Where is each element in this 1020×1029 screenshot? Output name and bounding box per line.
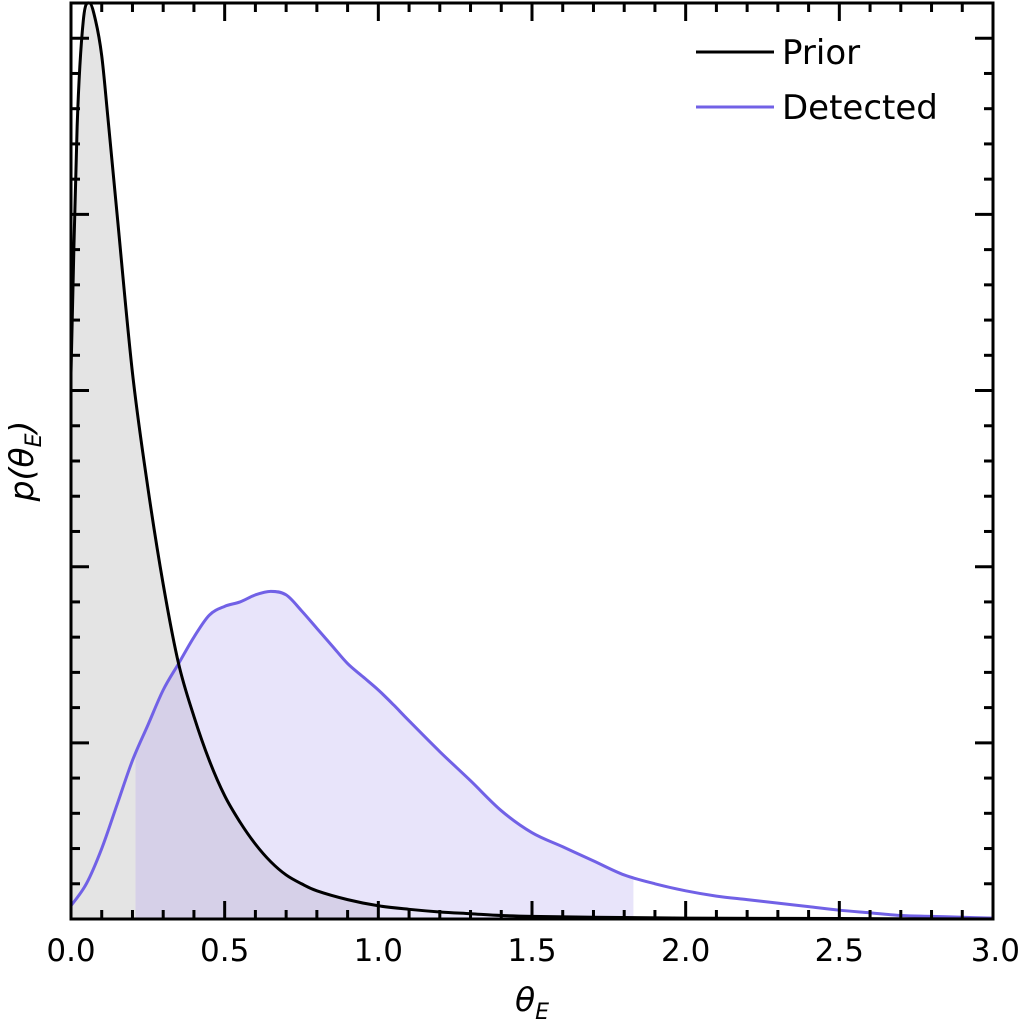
x-axis-label: θE xyxy=(515,980,549,1025)
chart-fills xyxy=(71,3,634,919)
x-tick-label: 0.5 xyxy=(200,933,249,969)
prior-credible-fill xyxy=(71,3,379,919)
y-axis-label-prefix: p(θ xyxy=(2,447,41,502)
x-tick-label: 2.5 xyxy=(815,933,864,969)
y-axis-label-suffix: ) xyxy=(2,421,41,437)
plot-frame xyxy=(69,1,995,921)
legend-label-detected: Detected xyxy=(782,88,938,128)
x-tick-label: 0.0 xyxy=(46,933,95,969)
prior-line xyxy=(69,1,994,921)
x-tick-label: 3.0 xyxy=(971,933,1020,969)
x-tick-label: 1.0 xyxy=(354,933,403,969)
legend-label-prior: Prior xyxy=(782,33,860,73)
x-axis-label-main: θ xyxy=(515,980,535,1019)
y-axis-label-subscript: E xyxy=(22,433,47,447)
legend: Prior Detected xyxy=(696,33,938,128)
x-axis-label-subscript: E xyxy=(535,1000,549,1025)
x-tick-label: 2.0 xyxy=(661,933,710,969)
chart-lines xyxy=(69,1,994,921)
x-tick-labels: 0.0 0.5 1.0 1.5 2.0 2.5 3.0 xyxy=(46,933,1020,969)
x-tick-label: 1.5 xyxy=(507,933,556,969)
detected-credible-fill xyxy=(135,591,634,919)
detected-line xyxy=(69,589,994,920)
y-axis-label: p(θE) xyxy=(2,421,47,503)
